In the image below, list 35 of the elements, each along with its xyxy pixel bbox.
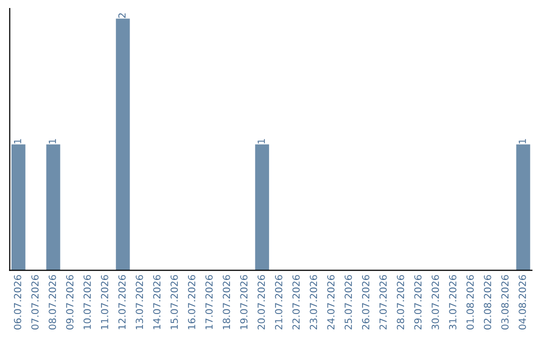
x-tick-label: 09.07.2026: [66, 275, 74, 330]
x-tick-label: 29.07.2026: [414, 275, 422, 330]
x-tick-label: 16.07.2026: [188, 275, 196, 330]
data-label: 1: [14, 139, 22, 144]
data-label: 2: [118, 13, 126, 18]
x-tick-label: 28.07.2026: [396, 275, 404, 330]
x-tick-label: 02.08.2026: [484, 275, 492, 330]
x-tick-label: 22.07.2026: [292, 275, 300, 330]
x-tick-label: 19.07.2026: [240, 275, 248, 330]
x-tick-label: 12.07.2026: [118, 275, 126, 330]
x-tick-label: 10.07.2026: [84, 275, 91, 330]
x-tick-label: 07.07.2026: [31, 275, 39, 330]
x-tick-label: 11.07.2026: [100, 275, 108, 330]
x-tick-label: 17.07.2026: [205, 275, 213, 330]
x-tick-label: 14.07.2026: [153, 275, 160, 330]
x-tick-label: 23.07.2026: [310, 275, 318, 330]
x-tick-label: 31.07.2026: [449, 275, 456, 330]
x-tick-label: 20.07.2026: [258, 275, 265, 330]
x-tick-label: 03.08.2026: [501, 275, 509, 330]
x-tick-label: 18.07.2026: [222, 275, 230, 330]
x-tick-label: 08.07.2026: [48, 275, 56, 330]
x-tick-label: 25.07.2026: [344, 275, 352, 330]
x-tick-label: 26.07.2026: [362, 275, 370, 330]
data-label: 1: [518, 139, 526, 144]
x-tick-label: 04.08.2026: [518, 275, 526, 330]
x-tick-label: 21.07.2026: [274, 275, 282, 330]
x-tick-label: 24.07.2026: [327, 275, 335, 330]
x-tick-label: 01.08.2026: [466, 275, 474, 330]
x-tick-label: 13.07.2026: [136, 275, 144, 330]
data-label: 1: [48, 139, 56, 144]
x-tick-label: 06.07.2026: [14, 275, 22, 330]
x-tick-label: 27.07.2026: [379, 275, 387, 330]
data-label: 1: [258, 139, 265, 144]
x-tick-label: 30.07.2026: [432, 275, 439, 330]
x-tick-label: 15.07.2026: [170, 275, 178, 330]
